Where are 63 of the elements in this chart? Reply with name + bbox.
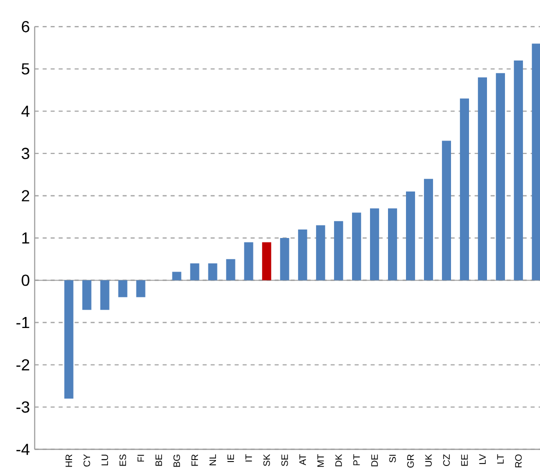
bar bbox=[532, 44, 540, 280]
y-tick-label: 4 bbox=[21, 106, 30, 117]
y-tick-label: 0 bbox=[22, 274, 30, 286]
x-tick-label: BE bbox=[156, 454, 162, 466]
x-tick-label: SE bbox=[281, 454, 288, 466]
x-tick-label: RO bbox=[515, 454, 522, 468]
bar bbox=[118, 280, 128, 298]
x-tick-label: EE bbox=[461, 454, 468, 466]
y-tick-label: -3 bbox=[16, 402, 30, 413]
bar bbox=[334, 221, 344, 280]
x-tick-label: FR bbox=[192, 454, 198, 466]
bar bbox=[406, 192, 416, 280]
bar bbox=[496, 73, 505, 280]
x-tick-label: LT bbox=[497, 454, 504, 464]
y-tick-label: 3 bbox=[22, 148, 30, 160]
y-tick-label: -2 bbox=[16, 359, 30, 371]
x-tick-label: BG bbox=[173, 454, 180, 467]
bar bbox=[280, 238, 290, 280]
bar bbox=[460, 98, 469, 280]
y-tick-label: 6 bbox=[22, 21, 30, 32]
bar bbox=[244, 242, 254, 280]
bar bbox=[64, 280, 74, 399]
x-tick-label: GR bbox=[407, 454, 414, 468]
bar bbox=[100, 280, 110, 310]
bar bbox=[226, 259, 236, 280]
bar bbox=[388, 208, 398, 280]
x-tick-label: SI bbox=[389, 455, 396, 463]
bar bbox=[82, 280, 92, 310]
bar bbox=[352, 212, 362, 280]
y-tick-label: -4 bbox=[16, 444, 30, 455]
x-tick-label: CY bbox=[84, 454, 90, 467]
bar bbox=[514, 60, 523, 280]
y-tick-label: -1 bbox=[16, 317, 30, 328]
x-tick-label: LU bbox=[102, 454, 108, 466]
bar bbox=[172, 272, 182, 280]
x-tick-label: IE bbox=[227, 454, 234, 462]
bar bbox=[316, 225, 326, 280]
x-tick-label: CZ bbox=[443, 454, 450, 466]
bar bbox=[370, 208, 380, 280]
x-tick-label: IT bbox=[245, 454, 252, 462]
x-tick-label: SK bbox=[263, 454, 270, 466]
x-tick-label: ES bbox=[119, 454, 126, 466]
y-tick-label: 2 bbox=[22, 190, 30, 202]
x-tick-label: AT bbox=[299, 454, 306, 466]
bar bbox=[208, 264, 218, 280]
y-tick-label: 5 bbox=[22, 64, 30, 75]
y-tick-label: 1 bbox=[22, 232, 30, 244]
x-tick-label: HR bbox=[66, 454, 72, 467]
bar bbox=[298, 230, 308, 280]
x-tick-label: NL bbox=[209, 454, 216, 466]
x-tick-label: LV bbox=[479, 454, 486, 464]
x-tick-label: MT bbox=[317, 454, 324, 467]
bar bbox=[424, 178, 434, 280]
x-tick-label: DE bbox=[371, 454, 378, 466]
bar bbox=[478, 78, 487, 280]
bar bbox=[442, 140, 452, 280]
bar bbox=[190, 264, 200, 280]
x-tick-label: FI bbox=[138, 455, 144, 462]
bar bbox=[262, 242, 272, 280]
x-tick-label: DK bbox=[335, 454, 342, 466]
bar bbox=[136, 280, 146, 298]
x-tick-label: PT bbox=[353, 454, 360, 466]
x-tick-label: UK bbox=[425, 454, 432, 466]
